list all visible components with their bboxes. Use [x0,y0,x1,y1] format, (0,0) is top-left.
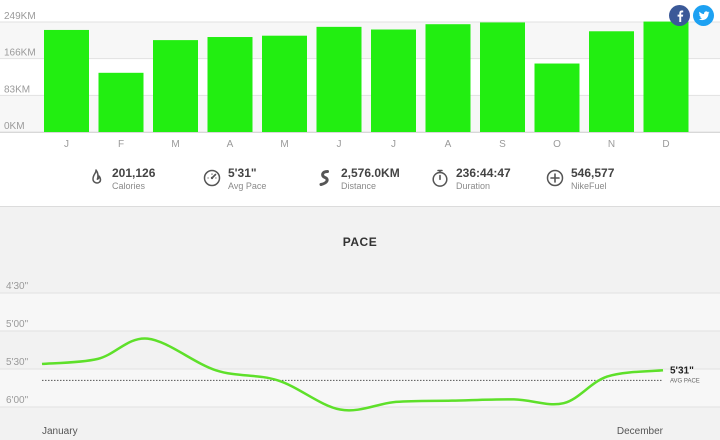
x-label-end: December [617,426,664,437]
bar-f-1 [98,72,144,132]
grid-band [0,331,720,369]
pace-title: PACE [342,235,378,249]
bar-m-4 [262,35,307,132]
bar-a-3 [207,37,253,132]
x-tick-label: M [171,139,179,150]
x-tick-label: A [445,139,452,150]
bar-m-2 [153,40,198,132]
bar-j-6 [371,29,416,132]
twitter-share-button[interactable] [693,5,714,26]
y-tick-label: 0KM [4,121,25,132]
x-label-start: January [42,426,78,437]
bar-j-5 [316,26,362,133]
pace-chart: 4'30" 5'00" 5'30" 6'00" 5'31" AVG PACE January… [0,281,720,437]
x-tick-label: J [64,139,69,150]
pace-line [41,337,664,412]
stat-label: Avg Pace [228,181,267,191]
grid-band [0,369,720,407]
stat-value: 5'31" [228,166,257,180]
x-tick-label: A [227,139,234,150]
bar-d-11 [643,21,689,132]
y-tick-label: 5'00" [6,319,29,330]
facebook-share-button[interactable] [669,5,690,26]
flame-icon [86,168,106,188]
bar-n-10 [589,31,634,133]
x-tick-label: S [499,139,506,150]
stat-label: NikeFuel [571,181,607,191]
x-tick-label: D [662,139,669,150]
stat-value: 201,126 [112,166,156,180]
stat-value: 2,576.0KM [341,166,400,180]
bar-a-7 [425,24,471,133]
x-tick-label: J [391,139,396,150]
y-tick-label: 5'30" [6,357,29,368]
y-tick-label: 4'30" [6,281,29,292]
bar-s-8 [480,22,525,133]
avg-pace-caption: AVG PACE [670,378,700,384]
grid-band [0,293,720,331]
y-tick-label: 83KM [4,84,30,95]
bar-o-9 [534,63,580,132]
pace-section: 4'30" 5'00" 5'30" 6'00" 5'31" AVG PACE January… [0,206,720,440]
route-icon [315,168,335,188]
stopwatch-icon [430,168,450,188]
y-tick-label: 166KM [4,48,36,59]
bar-j-0 [44,29,89,133]
x-tick-label: N [608,139,615,150]
distance-summary: 0KM 83KM 166KM 249KM J F M A M J J A S O N D 201,126 Ca… [0,0,720,206]
avg-pace-value: 5'31" [670,365,694,376]
monthly-distance-chart: 0KM 83KM 166KM 249KM J F M A M J J A S O N D [0,11,720,150]
stat-label: Calories [112,181,146,191]
pace-gauge-icon [202,168,222,188]
twitter-icon [698,10,709,20]
x-tick-label: M [280,139,288,150]
x-tick-label: O [553,139,561,150]
y-tick-label: 249KM [4,11,36,22]
stat-label: Distance [341,181,377,191]
x-tick-label: F [118,139,124,150]
stat-label: Duration [456,181,491,191]
x-tick-label: J [337,139,342,150]
stat-value: 236:44:47 [456,166,511,180]
nikefuel-icon [545,168,565,188]
facebook-icon [677,10,683,22]
y-tick-label: 6'00" [6,395,29,406]
stat-value: 546,577 [571,166,615,180]
